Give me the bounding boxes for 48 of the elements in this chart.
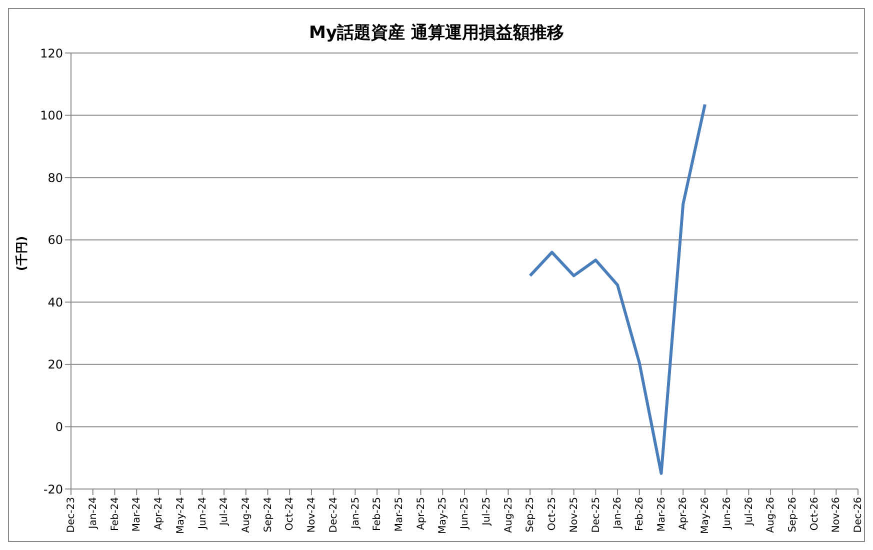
y-tick-label: 100: [40, 108, 63, 123]
y-tick-label: 20: [48, 358, 63, 372]
x-tick-label: Mar-24: [132, 497, 143, 532]
x-tick-label: May-25: [438, 497, 449, 534]
x-tick-label: Oct-24: [284, 497, 296, 531]
x-tick-label: Jan-25: [350, 497, 362, 530]
x-tick-label: Oct-26: [809, 497, 820, 531]
x-tick-label: Jun-24: [197, 497, 208, 530]
chart-title: My話題資産 通算運用損益額推移: [308, 22, 565, 45]
x-tick-label: Feb-24: [110, 497, 121, 532]
x-tick-label: Nov-25: [568, 497, 580, 533]
x-tick-label: Sep-25: [525, 497, 536, 532]
x-tick-label: Dec-25: [590, 497, 602, 533]
x-tick-label: Dec-24: [328, 497, 340, 533]
x-tick-label: Sep-26: [788, 497, 799, 532]
y-tick-label: 0: [55, 420, 63, 434]
x-tick-label: Jun-25: [460, 497, 471, 530]
x-tick-label: Jan-26: [612, 497, 624, 530]
y-tick-label: 60: [48, 233, 63, 248]
x-tick-label: Feb-26: [634, 497, 646, 532]
x-tick-label: Jul-25: [481, 497, 492, 526]
x-tick-label: Mar-26: [656, 497, 668, 532]
x-tick-label: Mar-25: [394, 497, 406, 532]
x-tick-label: Feb-25: [372, 497, 384, 532]
x-tick-label: Oct-25: [547, 497, 558, 531]
x-tick-label: Nov-24: [306, 497, 318, 533]
y-tick-label: -20: [43, 482, 63, 496]
x-tick-label: Jul-24: [219, 497, 230, 526]
x-tick-label: May-26: [700, 497, 712, 534]
x-tick-label: Apr-25: [416, 497, 427, 530]
y-axis-title: (千円): [14, 236, 28, 271]
y-tick-label: 80: [48, 170, 63, 185]
x-tick-label: Dec-26: [853, 497, 864, 533]
y-tick-label: 40: [48, 295, 63, 310]
x-tick-label: Jun-26: [722, 497, 733, 530]
x-tick-label: Jan-24: [88, 497, 99, 530]
x-tick-label: Apr-24: [154, 497, 165, 530]
x-tick-label: Apr-26: [678, 497, 690, 530]
x-tick-label: Aug-26: [766, 497, 777, 533]
x-tick-label: Aug-25: [503, 497, 514, 533]
x-tick-label: Aug-24: [240, 497, 252, 533]
y-tick-label: 120: [40, 46, 63, 60]
x-tick-label: Nov-26: [831, 497, 842, 533]
line-series: [528, 102, 706, 475]
x-tick-label: Sep-24: [262, 497, 274, 532]
x-tick-label: Jul-26: [744, 497, 755, 526]
x-tick-label: May-24: [175, 497, 186, 534]
x-tick-label: Dec-23: [66, 497, 78, 533]
